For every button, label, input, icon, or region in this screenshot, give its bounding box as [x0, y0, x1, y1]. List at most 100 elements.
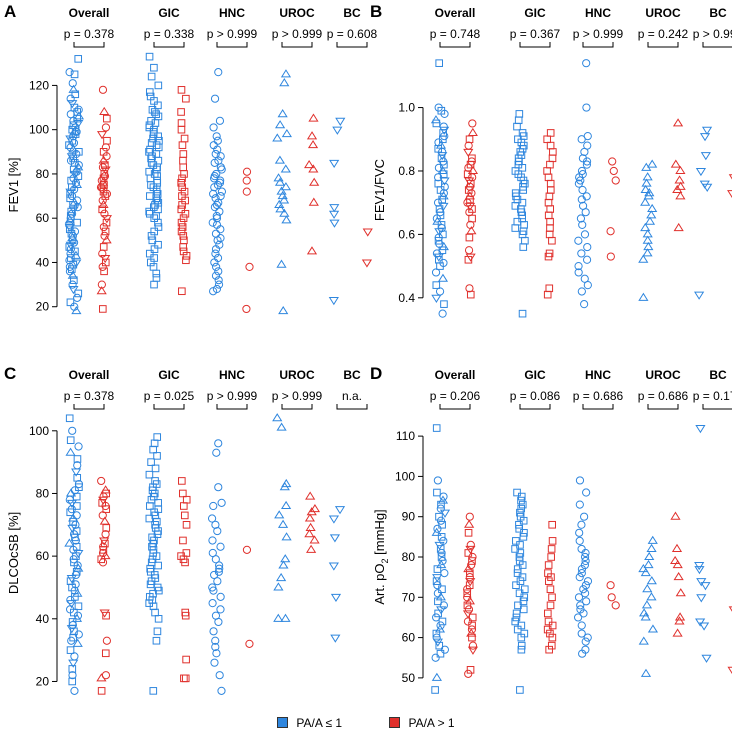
data-point-low [511, 545, 519, 553]
data-point-low [439, 177, 450, 186]
data-point-low [68, 426, 77, 435]
data-point-low [581, 556, 590, 566]
data-point-high [181, 209, 190, 218]
data-point-low [437, 221, 446, 229]
data-point-low [150, 439, 159, 448]
y-tick-label: 20 [36, 674, 50, 688]
data-point-low [152, 141, 161, 149]
data-point-low [695, 618, 706, 627]
data-point-low [145, 249, 154, 258]
data-point-low [280, 69, 292, 78]
data-point-high [547, 573, 555, 581]
data-point-low [646, 210, 657, 219]
data-point-low [273, 173, 284, 182]
data-point-low [65, 495, 74, 504]
data-point-high [546, 205, 555, 213]
data-point-low [646, 592, 657, 601]
data-point-low [513, 565, 522, 573]
data-point-high [675, 191, 686, 200]
group-hnc: HNC p > 0.999 [207, 368, 258, 695]
data-point-high [99, 305, 107, 313]
data-point-high [242, 545, 252, 554]
data-point-high [101, 123, 111, 132]
data-point-low [64, 224, 75, 233]
data-point-high [182, 521, 191, 529]
data-point-high [463, 601, 472, 610]
data-point-low [72, 588, 83, 597]
comparison-bracket [281, 42, 313, 48]
data-point-high [464, 255, 473, 264]
data-point-low [582, 255, 592, 264]
data-point-high [544, 561, 553, 569]
data-point-low [154, 561, 162, 570]
data-point-low [146, 192, 154, 200]
data-point-low [644, 551, 655, 561]
group-name: Overall [435, 368, 476, 382]
data-point-high [465, 512, 474, 521]
y-tick-label: 110 [396, 429, 415, 443]
panel-C: C 20 40 60 80 100 DLCOcSB [%] Overall p = 0.378 G… [4, 364, 368, 695]
y-axis-title-sub: 2 [380, 558, 390, 563]
data-point-high [727, 190, 732, 199]
data-point-low [145, 514, 154, 523]
data-point-low [65, 225, 74, 234]
data-point-low [431, 294, 442, 303]
data-point-low [515, 553, 524, 561]
data-point-low [209, 123, 218, 132]
data-point-low [210, 658, 219, 667]
data-point-low [66, 436, 75, 444]
data-point-low [513, 488, 521, 497]
p-value: p > 0.999 [272, 27, 323, 41]
data-point-high [182, 256, 190, 265]
data-point-low [74, 172, 83, 180]
comparison-bracket [281, 404, 313, 410]
data-point-high [180, 187, 189, 196]
data-point-low [701, 654, 712, 663]
data-point-low [516, 686, 524, 694]
data-point-high [242, 167, 252, 176]
data-point-high [179, 214, 188, 222]
data-point-high [98, 205, 107, 214]
data-point-high [305, 491, 316, 500]
data-point-low [149, 130, 158, 138]
data-point-low [212, 214, 222, 223]
data-point-high [465, 284, 474, 293]
data-point-high [242, 176, 251, 185]
y-axis-title-main: FEV1 [%] [6, 158, 21, 213]
data-point-low [71, 613, 83, 622]
data-point-low [274, 177, 286, 186]
data-point-low [209, 189, 218, 198]
data-point-low [579, 585, 588, 594]
data-point-low [577, 520, 586, 529]
data-point-low [281, 128, 292, 138]
data-point-low [577, 195, 586, 204]
data-point-high [606, 581, 615, 590]
data-point-low [150, 203, 158, 211]
data-point-low [217, 498, 226, 507]
data-point-low [577, 287, 586, 296]
data-point-high [102, 611, 110, 620]
data-point-high [306, 544, 317, 553]
p-value: p = 0.367 [510, 27, 561, 41]
data-point-high [179, 243, 187, 251]
panel-label: D [370, 364, 382, 383]
data-point-low [66, 190, 74, 198]
data-point-low [432, 613, 441, 622]
data-point-low [145, 123, 154, 132]
data-point-low [281, 532, 292, 541]
data-point-high [548, 154, 557, 163]
group-name: UROC [645, 368, 681, 382]
data-point-low [66, 245, 76, 254]
comparison-bracket [439, 404, 471, 410]
data-point-high [178, 183, 186, 192]
data-point-high [464, 141, 473, 150]
data-point-low [74, 55, 83, 63]
data-point-high [463, 589, 472, 598]
data-point-high [544, 198, 553, 207]
comparison-bracket [647, 404, 679, 410]
data-point-low [328, 562, 339, 571]
data-point-high [675, 165, 686, 174]
data-point-high [546, 217, 554, 226]
data-point-low [641, 600, 653, 609]
